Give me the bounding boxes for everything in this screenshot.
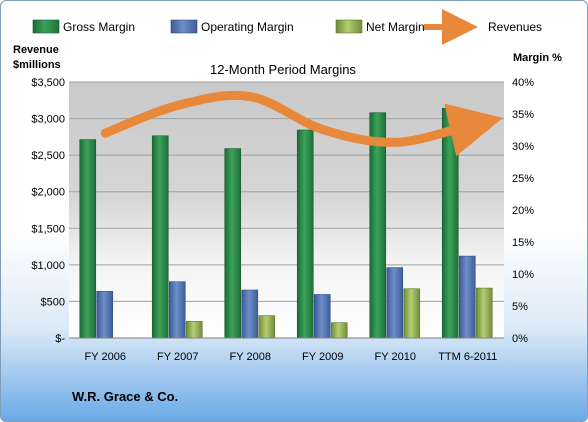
left-tick-label: $1,000 [31,260,65,272]
category-label: FY 2009 [302,351,343,363]
legend-label-revenues: Revenues [488,20,542,34]
bar-operating-margin [96,290,114,339]
axes: $- $500 $1,000 $1,500 $2,000 $2,500 $3,000 $3,5… [31,77,534,363]
right-tick-label: 10% [512,269,534,281]
revenues-line [100,90,503,157]
plot-area [69,82,504,338]
bar-gross-margin [151,135,169,339]
chart-title: 12-Month Period Margins [210,62,356,77]
left-tick-label: $1,500 [31,223,65,235]
bar-gross-margin [296,129,314,339]
right-axis-title: Margin % [513,52,562,64]
bar-operating-margin [168,281,186,339]
left-tick-label: $2,500 [31,150,65,162]
left-tick-label: $2,000 [31,187,65,199]
right-tick-label: 5% [512,301,528,313]
left-tick-label: $3,000 [31,114,65,126]
right-tick-label: 0% [512,333,528,345]
bar-operating-margin [458,255,476,339]
bar-net-margin [475,287,493,339]
left-tick-label: $500 [41,296,65,308]
right-tick-label: 25% [512,173,534,185]
bar-net-margin [403,288,421,339]
bar-gross-margin [79,139,97,339]
left-tick-label: $- [55,333,65,345]
category-label: TTM 6-2011 [438,351,497,363]
bar-operating-margin [241,289,259,339]
right-tick-label: 20% [512,205,534,217]
left-axis-subtitle: $millions [13,59,61,71]
left-tick-label: $3,500 [31,77,65,89]
right-tick-label: 35% [512,109,534,121]
legend-label-gross-margin: Gross Margin [63,20,135,34]
bar-gross-margin [441,107,459,339]
bar-gross-margin [224,148,242,339]
bar-net-margin [258,315,276,339]
legend-swatch-net-margin [335,19,363,34]
legend-label-net-margin: Net Margin [366,20,425,34]
legend-label-operating-margin: Operating Margin [201,20,294,34]
legend: Gross Margin Operating Margin Net Margin Re… [32,9,542,45]
revenue-line [100,90,503,157]
legend-swatch-operating-margin [170,19,198,34]
bar-operating-margin [313,294,331,339]
bar-net-margin [185,321,203,339]
category-label: FY 2010 [375,351,416,363]
company-name: W.R. Grace & Co. [72,389,179,404]
right-tick-label: 40% [512,77,534,89]
category-label: FY 2007 [157,351,198,363]
left-axis-title: Revenue [13,44,59,56]
legend-swatch-gross-margin [32,19,60,34]
right-tick-label: 15% [512,237,534,249]
bar-operating-margin [386,267,404,339]
category-label: FY 2006 [85,351,126,363]
category-label: FY 2008 [230,351,271,363]
bar-net-margin [330,322,348,339]
right-tick-label: 30% [512,141,534,153]
